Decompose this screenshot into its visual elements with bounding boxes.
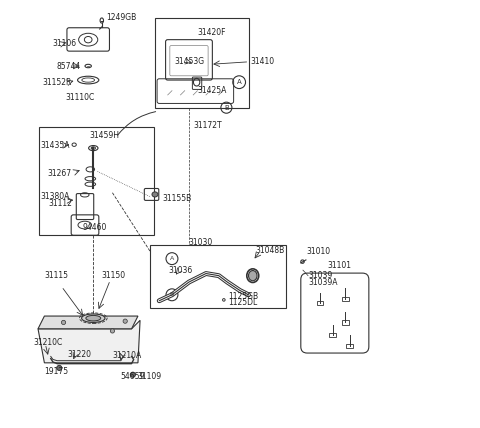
Text: 31115: 31115: [44, 271, 68, 280]
Bar: [342, 320, 349, 324]
Text: 1249GB: 1249GB: [106, 13, 136, 22]
Bar: [342, 297, 349, 301]
Text: 31210A: 31210A: [112, 351, 142, 360]
Text: 31210C: 31210C: [34, 338, 63, 347]
Text: 31036: 31036: [168, 266, 193, 275]
Text: 31152R: 31152R: [42, 77, 72, 87]
Text: 31110C: 31110C: [66, 93, 95, 102]
Ellipse shape: [152, 192, 158, 197]
Text: 31030: 31030: [188, 238, 212, 247]
Text: A: A: [170, 256, 174, 261]
Circle shape: [57, 366, 62, 371]
Text: 31380A: 31380A: [40, 193, 70, 202]
Text: A: A: [237, 79, 241, 85]
Text: 31459H: 31459H: [89, 131, 119, 140]
Text: 31106: 31106: [52, 39, 76, 48]
Text: 31112: 31112: [48, 199, 72, 208]
Ellipse shape: [91, 147, 96, 149]
Text: 31010: 31010: [306, 247, 330, 256]
Bar: [346, 344, 353, 348]
Polygon shape: [38, 316, 138, 329]
Text: 31101: 31101: [327, 261, 351, 270]
Text: 1125DL: 1125DL: [228, 298, 257, 307]
Text: 31410: 31410: [251, 57, 275, 66]
Text: 54659: 54659: [120, 372, 144, 381]
Ellipse shape: [82, 314, 105, 322]
Text: 31150: 31150: [102, 271, 126, 280]
Circle shape: [130, 372, 135, 377]
Text: 31425A: 31425A: [197, 86, 227, 95]
Text: 31109: 31109: [137, 372, 161, 381]
Text: 31048B: 31048B: [256, 246, 285, 255]
Text: 31155B: 31155B: [163, 194, 192, 203]
Text: 31039A: 31039A: [308, 277, 337, 286]
Text: 85744: 85744: [56, 62, 81, 71]
Text: 94460: 94460: [83, 223, 107, 232]
Bar: [329, 333, 336, 337]
Bar: [316, 301, 324, 306]
Text: 31453G: 31453G: [174, 57, 204, 66]
Text: 31039: 31039: [308, 271, 332, 280]
Text: 31172T: 31172T: [193, 121, 222, 130]
Text: 1125GB: 1125GB: [228, 291, 258, 300]
Bar: [150, 246, 286, 309]
Text: B: B: [170, 292, 174, 297]
Bar: [155, 18, 249, 108]
Circle shape: [123, 319, 127, 323]
Circle shape: [110, 329, 115, 333]
Text: 31420F: 31420F: [197, 27, 226, 36]
Text: B: B: [224, 105, 229, 111]
Polygon shape: [38, 320, 140, 363]
Circle shape: [61, 320, 66, 324]
Text: 31220: 31220: [68, 350, 92, 359]
Text: 31435A: 31435A: [40, 141, 70, 150]
Ellipse shape: [86, 315, 101, 321]
Bar: [39, 127, 154, 235]
Text: 19175: 19175: [44, 367, 69, 376]
Text: 31267: 31267: [48, 169, 72, 178]
Ellipse shape: [249, 270, 257, 281]
